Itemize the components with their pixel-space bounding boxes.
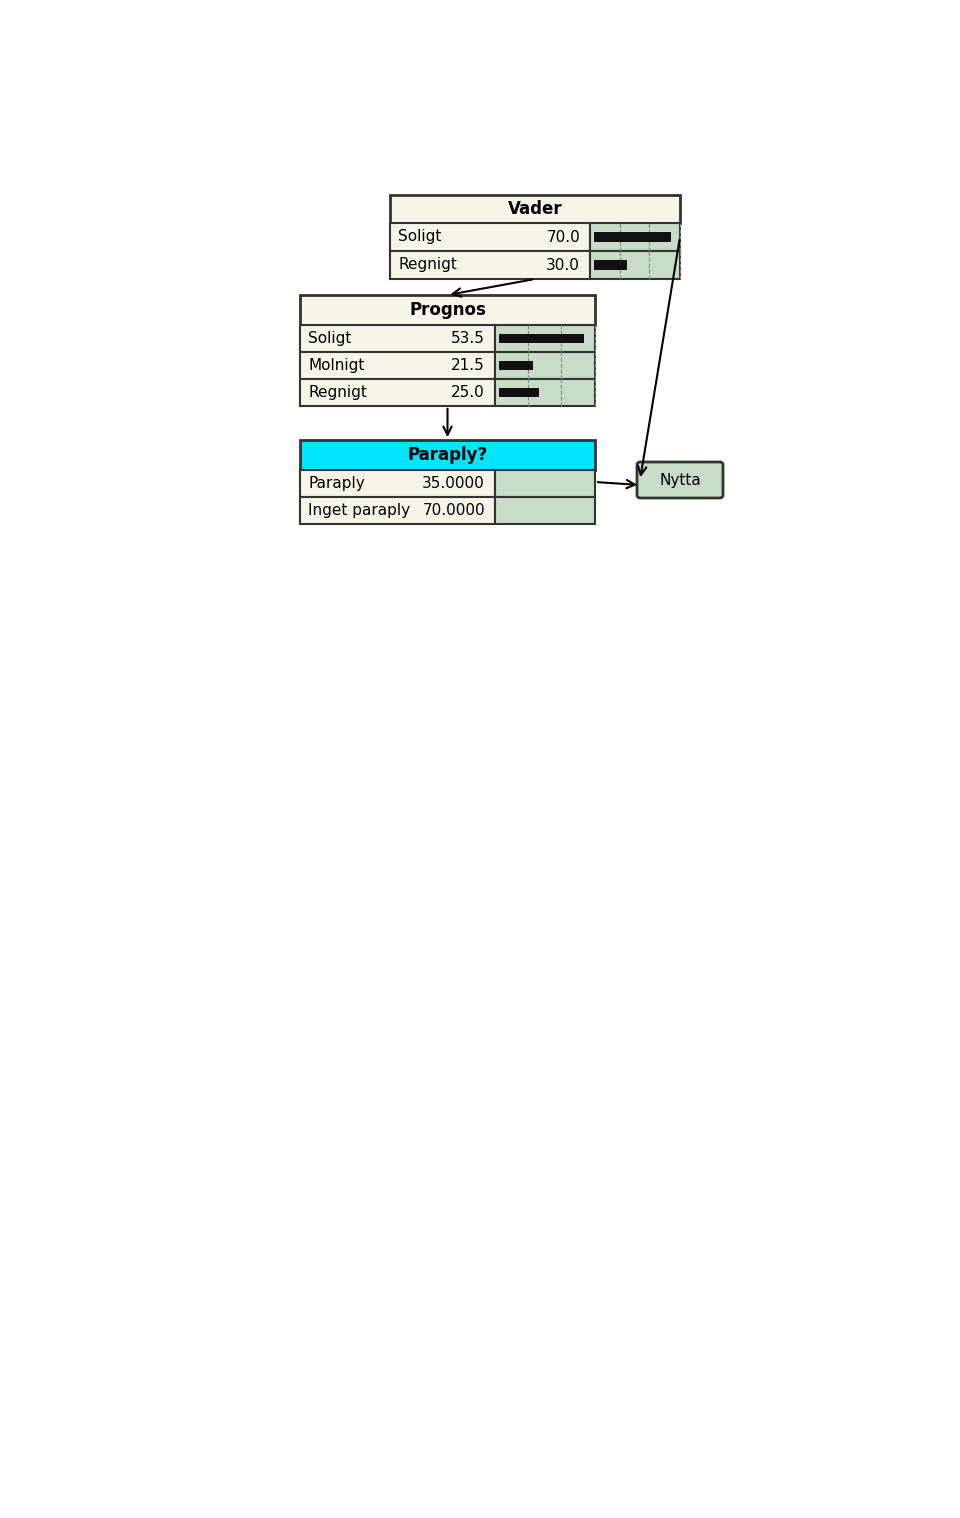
Bar [300, 440, 595, 471]
Bar [499, 387, 539, 398]
Bar [594, 260, 627, 270]
Bar [300, 471, 495, 496]
Text: 35.0000: 35.0000 [422, 477, 485, 490]
Bar [300, 496, 495, 524]
Bar [300, 294, 595, 325]
Bar [590, 250, 680, 279]
Bar [390, 194, 680, 223]
Text: 21.5: 21.5 [451, 358, 485, 373]
Bar [390, 250, 590, 279]
Text: Molnigt: Molnigt [308, 358, 365, 373]
Bar [495, 380, 595, 405]
Bar [495, 325, 595, 352]
Bar [590, 223, 680, 250]
Text: 70.0000: 70.0000 [422, 502, 485, 518]
Text: Vader: Vader [508, 200, 563, 219]
Text: Prognos: Prognos [409, 301, 486, 319]
FancyBboxPatch shape [637, 461, 723, 498]
Text: Regnigt: Regnigt [398, 258, 457, 273]
Bar [300, 352, 495, 380]
Bar [495, 471, 595, 496]
Bar [300, 380, 495, 405]
Text: Inget paraply: Inget paraply [308, 502, 410, 518]
Bar [495, 352, 595, 380]
Bar [594, 232, 670, 241]
Bar [499, 361, 533, 370]
Text: 70.0: 70.0 [546, 229, 580, 244]
Bar [300, 325, 495, 352]
Bar [390, 223, 590, 250]
Bar [495, 496, 595, 524]
Text: Nytta: Nytta [660, 472, 701, 487]
Bar [499, 334, 584, 343]
Text: 25.0: 25.0 [451, 386, 485, 401]
Text: Regnigt: Regnigt [308, 386, 367, 401]
Text: 30.0: 30.0 [546, 258, 580, 273]
Text: Soligt: Soligt [308, 331, 351, 346]
Text: Paraply: Paraply [308, 477, 365, 490]
Text: 53.5: 53.5 [451, 331, 485, 346]
Text: Paraply?: Paraply? [407, 446, 488, 465]
Text: Soligt: Soligt [398, 229, 442, 244]
